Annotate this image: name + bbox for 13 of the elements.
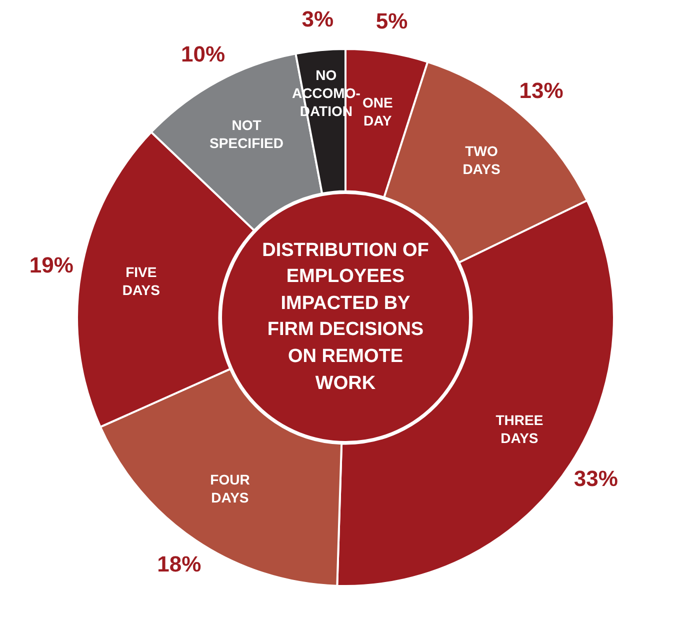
- data-label: 10%: [180, 41, 226, 66]
- data-label: 5%: [376, 8, 408, 34]
- slice-label: FIVE DAYS: [122, 264, 160, 298]
- data-label: 19%: [29, 252, 74, 278]
- slice-label: FOUR DAYS: [210, 472, 250, 506]
- slice-label: NOT SPECIFIED: [210, 117, 284, 152]
- data-label: 13%: [519, 78, 564, 104]
- slice-label: TWO DAYS: [462, 142, 500, 177]
- slice-label: THREE DAYS: [496, 412, 544, 446]
- data-label: 3%: [302, 6, 334, 32]
- data-label: 18%: [157, 551, 202, 576]
- data-label: 33%: [574, 466, 618, 492]
- slice-label: ONE DAY: [362, 94, 393, 129]
